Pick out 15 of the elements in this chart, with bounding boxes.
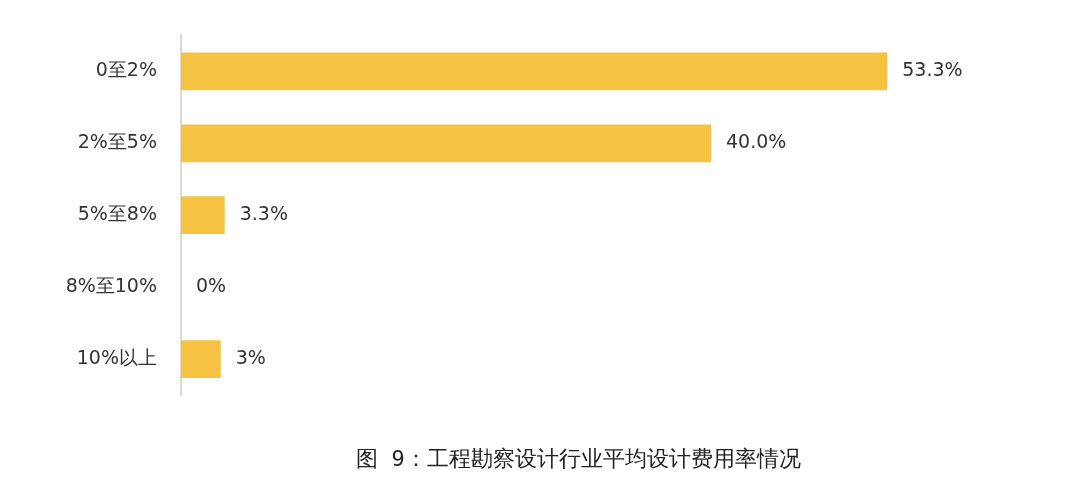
- data-label: 3.3%: [239, 202, 289, 225]
- data-label: 0%: [196, 274, 227, 297]
- y-tick-label: 8%至10%: [65, 274, 157, 297]
- data-label: 53.3%: [902, 58, 963, 81]
- y-tick-label: 5%至8%: [77, 202, 157, 225]
- bar: [181, 340, 221, 378]
- text: 图 9：工程勘察设计行业平均设计费用率情况: [356, 445, 801, 471]
- bar: [181, 196, 225, 235]
- bar: [181, 124, 711, 163]
- data-label: 40.0%: [726, 130, 787, 153]
- y-tick-label: 2%至5%: [77, 130, 157, 153]
- y-tick-label: 0至2%: [95, 58, 157, 81]
- y-tick-label: 10%以上: [76, 345, 157, 368]
- bar: [181, 52, 888, 91]
- data-label: 3%: [235, 345, 266, 368]
